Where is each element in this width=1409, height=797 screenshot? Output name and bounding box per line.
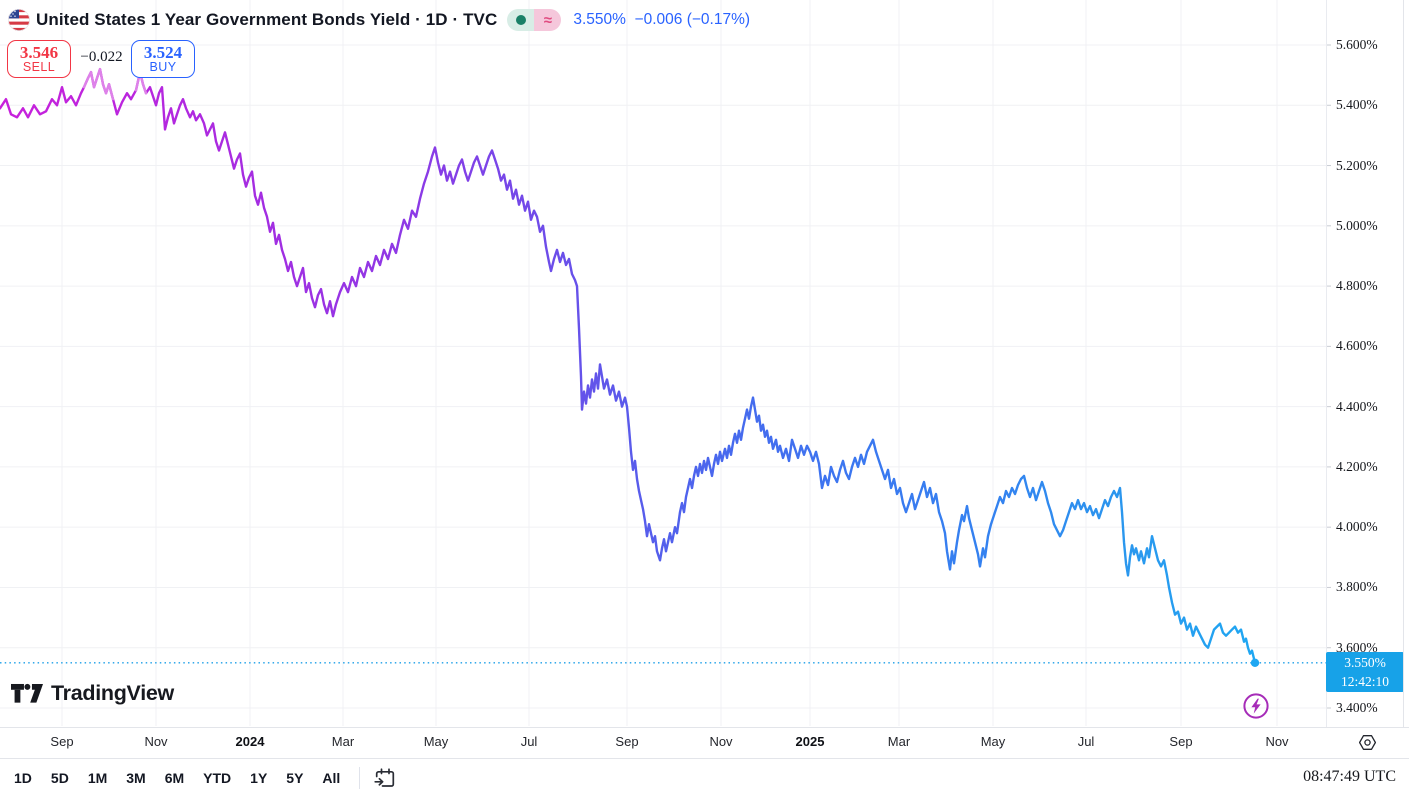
x-axis-month-label: Nov xyxy=(1265,734,1289,749)
last-quote: 3.550% −0.006 (−0.17%) xyxy=(573,11,751,28)
price-chart-svg[interactable] xyxy=(0,0,1409,727)
market-open-indicator xyxy=(507,9,535,31)
market-status-toggle[interactable]: ≈ xyxy=(507,9,562,31)
lightning-icon xyxy=(1243,693,1269,719)
last-price-label[interactable]: 3.550% 12:42:10 xyxy=(1326,652,1404,692)
bottom-toolbar: 1D 5D 1M 3M 6M YTD 1Y 5Y All 08:47:49 UTC xyxy=(0,758,1409,797)
x-axis-month-label: May xyxy=(423,734,449,749)
x-axis-month-label: Sep xyxy=(615,734,639,749)
range-button-1y[interactable]: 1Y xyxy=(250,770,268,786)
y-axis-label: 5.600% xyxy=(1336,37,1378,52)
symbol-title: United States 1 Year Government Bonds Yi… xyxy=(36,10,498,29)
y-axis-label: 5.400% xyxy=(1336,97,1378,113)
range-button-5d[interactable]: 5D xyxy=(50,770,69,786)
approx-price-indicator: ≈ xyxy=(534,9,562,31)
approx-icon: ≈ xyxy=(543,11,552,29)
x-axis-month-label: Sep xyxy=(50,734,74,749)
y-axis-label: 4.400% xyxy=(1336,398,1378,414)
toolbar-divider xyxy=(359,767,361,789)
y-axis-label: 4.200% xyxy=(1336,458,1378,474)
last-price-dot xyxy=(1250,658,1260,667)
tradingview-logo-icon xyxy=(11,683,43,703)
range-button-6m[interactable]: 6M xyxy=(164,770,185,786)
go-to-date-button[interactable] xyxy=(372,765,398,791)
x-axis-month-label: Jul xyxy=(1077,734,1095,749)
sell-price: 3.546 xyxy=(19,42,59,62)
range-button-ytd[interactable]: YTD xyxy=(203,770,232,786)
panel-right-border xyxy=(1403,0,1404,797)
y-axis-label: 4.800% xyxy=(1336,278,1378,294)
scale-settings-button[interactable] xyxy=(1358,733,1377,752)
bar-countdown: 12:42:10 xyxy=(1340,674,1389,689)
tradingview-logo[interactable]: TradingView xyxy=(11,681,174,706)
chart-legend: United States 1 Year Government Bonds Yi… xyxy=(8,7,750,33)
y-axis-label: 5.200% xyxy=(1336,157,1378,173)
y-axis-label: 4.000% xyxy=(1336,519,1378,535)
clock-utc[interactable]: 08:47:49 UTC xyxy=(1303,768,1396,785)
x-axis-year-label: 2025 xyxy=(795,734,825,749)
range-button-all[interactable]: All xyxy=(322,770,341,786)
go-to-date-icon xyxy=(374,768,395,787)
x-axis-month-label: Sep xyxy=(1169,734,1193,749)
y-axis-label: 3.400% xyxy=(1336,699,1378,715)
sell-label: SELL xyxy=(22,60,56,75)
buy-button[interactable]: 3.524 BUY xyxy=(131,40,195,78)
hexagon-settings-icon xyxy=(1358,735,1377,750)
yield-line-series xyxy=(0,67,1257,664)
x-axis-month-label: Mar xyxy=(887,734,911,749)
range-button-1m[interactable]: 1M xyxy=(87,770,108,786)
highlighted-segment xyxy=(82,67,115,101)
y-axis-label: 5.000% xyxy=(1336,217,1378,233)
range-button-1d[interactable]: 1D xyxy=(14,770,32,786)
tradingview-logo-text: TradingView xyxy=(51,681,174,705)
price-scale-separator xyxy=(1326,0,1327,727)
x-axis-month-label: May xyxy=(980,734,1006,749)
x-axis-month-label: Nov xyxy=(144,734,168,749)
y-axis-label: 3.800% xyxy=(1336,579,1378,595)
range-button-3m[interactable]: 3M xyxy=(126,770,146,786)
y-axis-label: 3.600% xyxy=(1336,639,1378,655)
x-axis-year-label: 2024 xyxy=(235,734,265,749)
buy-label: BUY xyxy=(149,60,177,75)
highlighted-segment xyxy=(134,70,148,95)
x-axis-month-label: Nov xyxy=(709,734,733,749)
time-scale[interactable]: Sep Nov 2024 Mar May Jul Sep Nov 2025 Mar May Jul Se… xyxy=(0,727,1409,758)
date-range-switcher: 1D 5D 1M 3M 6M YTD 1Y 5Y All xyxy=(0,770,340,786)
flash-boost-button[interactable] xyxy=(1242,692,1270,720)
spread-value: −0.022 xyxy=(80,49,123,65)
y-axis-label: 4.600% xyxy=(1336,338,1378,354)
last-price-value: 3.550% xyxy=(1344,655,1386,670)
sell-button[interactable]: 3.546 SELL xyxy=(7,40,71,78)
x-axis-month-label: Jul xyxy=(520,734,538,749)
us-flag-icon xyxy=(8,9,30,31)
buy-price: 3.524 xyxy=(143,42,183,62)
green-dot-icon xyxy=(515,15,526,25)
x-axis-month-label: Mar xyxy=(331,734,355,749)
range-button-5y[interactable]: 5Y xyxy=(286,770,304,786)
